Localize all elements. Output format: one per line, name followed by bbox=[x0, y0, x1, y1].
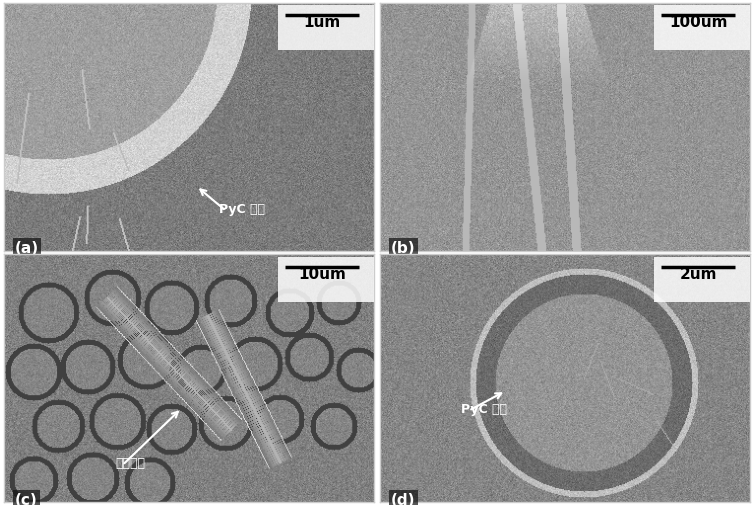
FancyBboxPatch shape bbox=[278, 5, 374, 49]
Text: (d): (d) bbox=[391, 492, 415, 505]
Text: (c): (c) bbox=[15, 492, 38, 505]
Text: 100um: 100um bbox=[669, 15, 728, 30]
Text: PyC 涂层: PyC 涂层 bbox=[461, 402, 507, 416]
Text: (a): (a) bbox=[15, 241, 39, 256]
Text: 1um: 1um bbox=[304, 15, 341, 30]
Text: (b): (b) bbox=[391, 241, 415, 256]
Text: PyC 涂层: PyC 涂层 bbox=[219, 203, 265, 216]
Text: 2um: 2um bbox=[679, 267, 717, 282]
Text: 10um: 10um bbox=[299, 267, 346, 282]
FancyBboxPatch shape bbox=[278, 257, 374, 301]
FancyBboxPatch shape bbox=[654, 5, 750, 49]
Text: 拔出纤维: 拔出纤维 bbox=[115, 457, 145, 470]
FancyBboxPatch shape bbox=[654, 257, 750, 301]
